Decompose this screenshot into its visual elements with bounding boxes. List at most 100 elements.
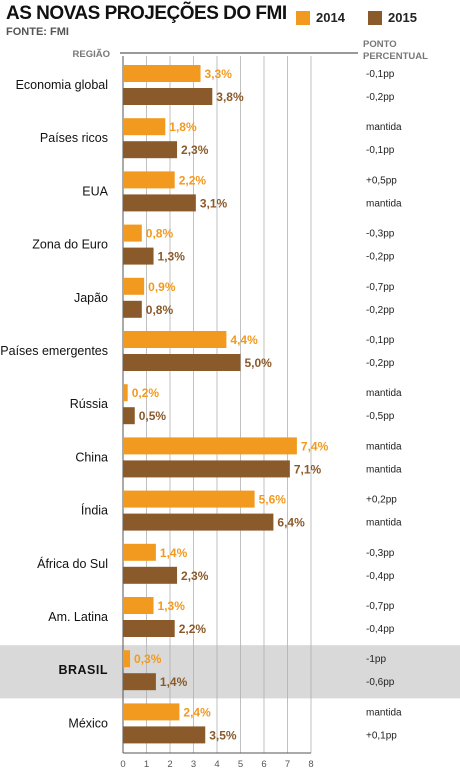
change-label-2014: -0,3pp xyxy=(366,548,395,559)
x-tick-label: 1 xyxy=(144,759,149,770)
value-label-2014: 0,8% xyxy=(146,227,174,241)
change-label-2014: -0,3pp xyxy=(366,229,395,240)
value-label-2015: 3,5% xyxy=(209,728,237,742)
bar-2015 xyxy=(123,460,290,478)
bar-2014 xyxy=(123,703,180,721)
change-label-2015: -0,2pp xyxy=(366,305,395,316)
x-tick-label: 8 xyxy=(308,759,313,770)
x-tick-label: 4 xyxy=(214,759,219,770)
value-label-2014: 5,6% xyxy=(259,493,287,507)
bar-2014 xyxy=(123,650,131,668)
legend-label-2015: 2015 xyxy=(388,10,417,25)
legend-label-2014: 2014 xyxy=(316,10,345,25)
change-label-2015: -0,2pp xyxy=(366,358,395,369)
category-label: Países emergentes xyxy=(0,344,108,358)
bar-2014 xyxy=(123,171,175,189)
value-label-2015: 3,8% xyxy=(216,90,244,104)
bar-2014 xyxy=(123,490,255,508)
change-label-2015: mantida xyxy=(366,518,402,529)
bar-2014 xyxy=(123,118,166,136)
change-label-2015: -0,5pp xyxy=(366,411,395,422)
bar-2015 xyxy=(123,673,156,691)
value-label-2014: 1,3% xyxy=(158,599,186,613)
category-label: Índia xyxy=(81,503,108,518)
bar-2014 xyxy=(123,437,297,455)
change-label-2015: -0,1pp xyxy=(366,145,395,156)
value-label-2015: 1,3% xyxy=(158,250,186,264)
category-label: Países ricos xyxy=(40,131,108,145)
bar-2014 xyxy=(123,331,227,348)
change-label-2015: -0,4pp xyxy=(366,624,395,635)
category-label: México xyxy=(68,716,108,730)
legend-item-2015: 2015 xyxy=(368,10,417,25)
category-label: Zona do Euro xyxy=(32,238,108,252)
change-label-2014: -0,1pp xyxy=(366,69,395,80)
x-tick-label: 7 xyxy=(285,759,290,770)
bar-2014 xyxy=(123,384,128,402)
change-label-2014: -0,7pp xyxy=(366,601,395,612)
bar-2015 xyxy=(123,247,154,265)
bar-2015 xyxy=(123,300,142,318)
value-label-2014: 4,4% xyxy=(230,333,258,347)
change-label-2014: mantida xyxy=(366,707,402,718)
bar-2015 xyxy=(123,513,274,531)
bar-2015 xyxy=(123,194,196,212)
x-tick-label: 0 xyxy=(120,759,125,770)
change-label-2014: +0,2pp xyxy=(366,495,397,506)
category-label: BRASIL xyxy=(58,663,108,677)
chart-title: AS NOVAS PROJEÇÕES DO FMI xyxy=(6,3,287,24)
value-label-2014: 1,8% xyxy=(169,120,197,134)
category-label: EUA xyxy=(82,184,108,198)
value-label-2015: 2,3% xyxy=(181,143,209,157)
bar-2015 xyxy=(123,407,135,425)
change-label-2015: -0,2pp xyxy=(366,92,395,103)
value-label-2015: 5,0% xyxy=(245,356,273,370)
change-label-2015: -0,6pp xyxy=(366,677,395,688)
change-label-2014: -0,1pp xyxy=(366,335,395,346)
category-label: Rússia xyxy=(70,397,108,411)
bar-2015 xyxy=(123,726,206,744)
bar-2015 xyxy=(123,620,175,637)
bar-2015 xyxy=(123,141,178,159)
bar-2014 xyxy=(123,224,142,242)
bar-2014 xyxy=(123,277,145,295)
x-tick-label: 6 xyxy=(261,759,266,770)
change-header-line: PERCENTUAL xyxy=(363,51,428,62)
change-label-2014: +0,5pp xyxy=(366,175,397,186)
category-label: Economia global xyxy=(16,78,108,92)
value-label-2014: 0,3% xyxy=(134,652,162,666)
value-label-2014: 2,4% xyxy=(183,705,211,719)
change-label-2014: mantida xyxy=(366,441,402,452)
value-label-2015: 1,4% xyxy=(160,675,188,689)
category-label: China xyxy=(75,450,108,464)
value-label-2015: 2,2% xyxy=(179,622,207,636)
change-label-2015: +0,1pp xyxy=(366,730,397,741)
bar-2014 xyxy=(123,543,156,561)
x-tick-label: 2 xyxy=(167,759,172,770)
value-label-2015: 0,5% xyxy=(139,409,167,423)
chart-source: FONTE: FMI xyxy=(6,26,69,38)
highlight-band xyxy=(0,645,460,699)
change-label-2014: -0,7pp xyxy=(366,282,395,293)
change-label-2015: -0,2pp xyxy=(366,252,395,263)
category-label: África do Sul xyxy=(37,556,108,571)
change-header-line: PONTO xyxy=(363,39,397,50)
value-label-2015: 0,8% xyxy=(146,303,174,317)
value-label-2014: 1,4% xyxy=(160,546,188,560)
change-label-2015: mantida xyxy=(366,198,402,209)
value-label-2015: 6,4% xyxy=(277,516,305,530)
value-label-2014: 0,9% xyxy=(148,280,176,294)
category-label: Japão xyxy=(74,291,108,305)
category-label: Am. Latina xyxy=(48,610,108,624)
legend-item-2014: 2014 xyxy=(296,10,345,25)
x-tick-label: 3 xyxy=(191,759,196,770)
value-label-2014: 3,3% xyxy=(205,67,233,81)
bar-2014 xyxy=(123,65,201,82)
change-label-2014: mantida xyxy=(366,122,402,133)
value-label-2015: 2,3% xyxy=(181,569,209,583)
value-label-2014: 2,2% xyxy=(179,173,207,187)
bar-2015 xyxy=(123,88,213,105)
legend-swatch-2014 xyxy=(296,10,310,25)
bar-2014 xyxy=(123,597,154,614)
